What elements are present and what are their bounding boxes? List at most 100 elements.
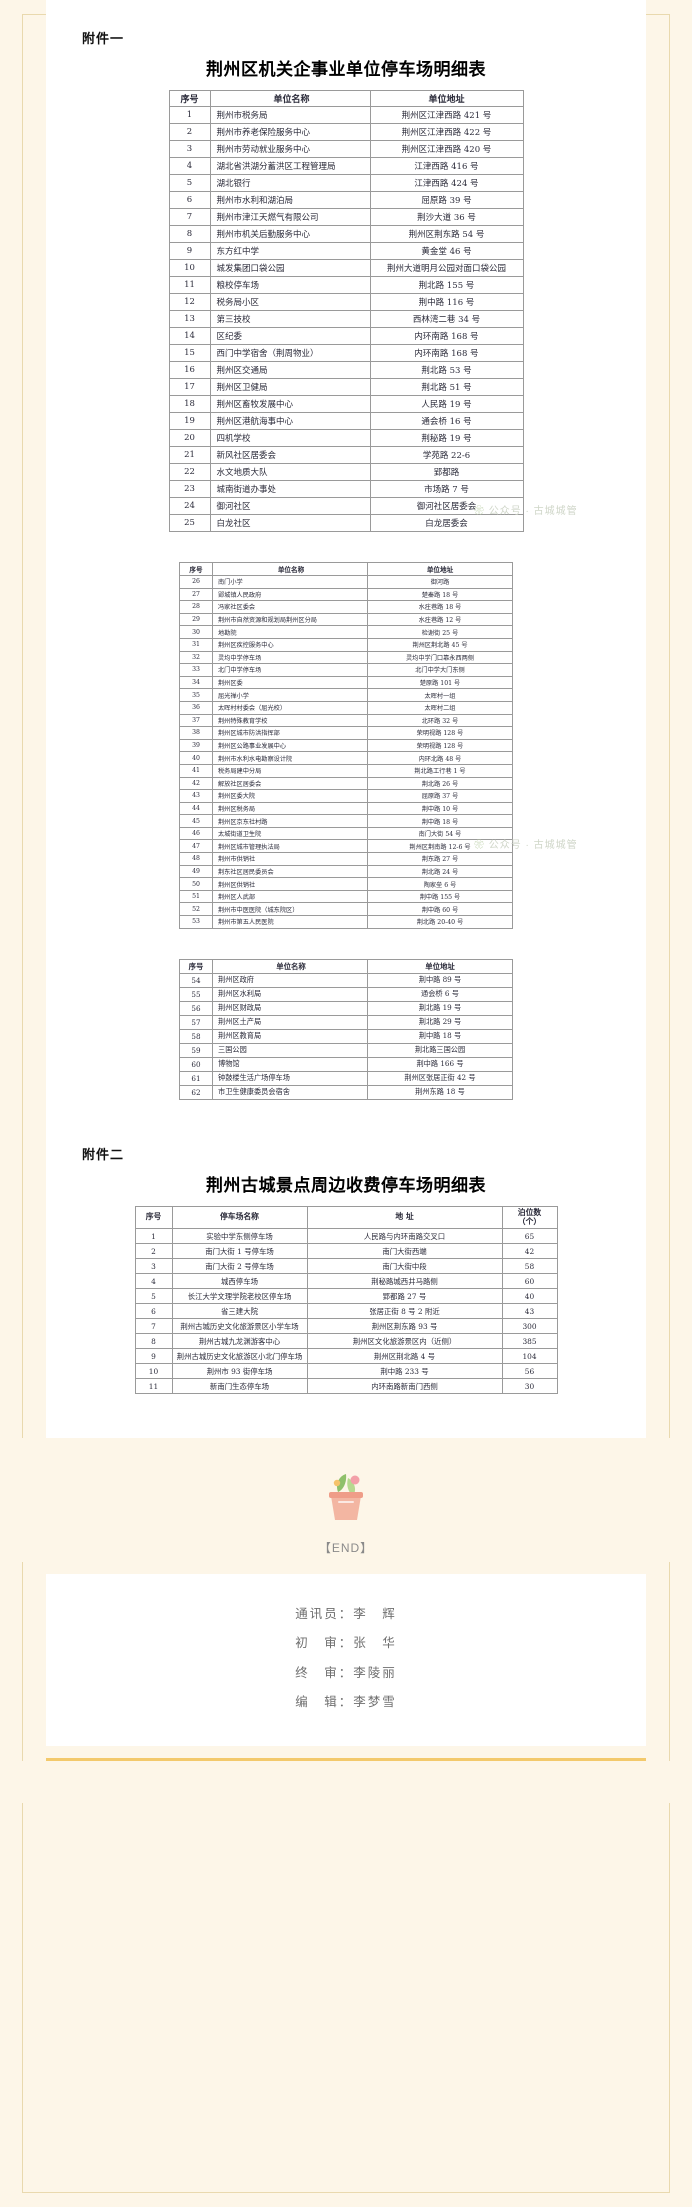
cell-no: 6 bbox=[168, 191, 211, 209]
cell-unit-address: 黄金堂 46 号 bbox=[369, 242, 524, 260]
cell-unit-address: 荆州区江津西路 420 号 bbox=[369, 140, 524, 158]
cell-no: 50 bbox=[179, 877, 213, 891]
cell-lot-name: 省三建大院 bbox=[171, 1303, 308, 1320]
cell-unit-address: 屈原路 39 号 bbox=[369, 191, 524, 209]
cell-no: 53 bbox=[179, 915, 213, 929]
cell-unit-address: 北门中学大门东侧 bbox=[367, 663, 513, 677]
cell-address: 南门大街中段 bbox=[306, 1258, 503, 1275]
cell-unit-name: 城南街道办事处 bbox=[209, 480, 371, 498]
col-header-unit-name: 单位名称 bbox=[212, 958, 368, 974]
cell-unit-address: 荆州区张居正街 42 号 bbox=[367, 1070, 513, 1086]
cell-unit-address: 荆北路 53 号 bbox=[369, 361, 524, 379]
cell-lot-name: 实验中学东侧停车场 bbox=[171, 1228, 308, 1245]
cell-unit-name: 荆州市供销社 bbox=[212, 852, 368, 866]
cell-no: 17 bbox=[168, 378, 211, 396]
cell-no: 2 bbox=[168, 123, 211, 141]
cell-lot-name: 荆州古城历史文化旅游景区小学车场 bbox=[171, 1318, 308, 1335]
table-header-row: 序号 停车场名称 地 址 泊位数 （个） bbox=[134, 1205, 558, 1230]
cell-address: 荆中路 233 号 bbox=[306, 1363, 503, 1380]
cell-space-count: 60 bbox=[501, 1273, 558, 1290]
bottom-accent-rule bbox=[46, 1757, 646, 1761]
cell-no: 31 bbox=[179, 637, 213, 652]
cell-no: 5 bbox=[168, 174, 211, 192]
col-header-space-count: 泊位数 （个） bbox=[501, 1205, 558, 1230]
cell-unit-address: 荆中路 166 号 bbox=[367, 1056, 513, 1072]
table-row: 34 荆州区委 楚原路 101 号 bbox=[179, 675, 513, 690]
attachment-two-label: 附件二 bbox=[82, 1147, 125, 1163]
cell-unit-name: 荆州市自然资源和规划局荆州区分局 bbox=[212, 612, 368, 627]
cell-unit-name: 解放社区居委会 bbox=[212, 776, 368, 791]
table-row: 1 实验中学东侧停车场 人民路与内环南路交叉口 65 bbox=[134, 1228, 558, 1245]
table-row: 52 荆州市中医医院（城东院区） 荆中路 60 号 bbox=[179, 902, 513, 917]
cell-unit-address: 楚秦路 18 号 bbox=[367, 587, 513, 602]
table-row: 47 荆州区城市管理执法局 荆州区荆南路 12-6 号 bbox=[179, 839, 513, 854]
cell-unit-address: 灵均中学门口靠永西两侧 bbox=[367, 650, 513, 665]
cell-no: 48 bbox=[179, 852, 213, 866]
cell-no: 59 bbox=[179, 1042, 213, 1058]
cell-unit-name: 北门中学停车场 bbox=[212, 663, 368, 677]
cell-no: 62 bbox=[179, 1084, 213, 1100]
col-header-no: 序号 bbox=[134, 1205, 173, 1230]
cell-no: 3 bbox=[168, 140, 211, 158]
cell-no: 47 bbox=[179, 839, 213, 854]
cell-unit-address: 荆沙大道 36 号 bbox=[369, 208, 524, 226]
cell-no: 43 bbox=[179, 789, 213, 803]
table-row: 21 新风社区居委会 学苑路 22-6 bbox=[168, 446, 524, 464]
cell-no: 10 bbox=[168, 259, 211, 277]
cell-no: 10 bbox=[134, 1363, 173, 1380]
table-row: 56 荆州区财政局 荆北路 19 号 bbox=[179, 1000, 513, 1016]
credit-line-editor: 编 辑：李梦雪 bbox=[295, 1695, 397, 1710]
cell-unit-address: 荣明视路 128 号 bbox=[367, 738, 513, 753]
table-row: 1 荆州市税务局 荆州区江津西路 421 号 bbox=[168, 106, 524, 124]
attachment-one-sheet: 附件一 荆州区机关企事业单位停车场明细表 序号 单位名称 单位地址 1 荆州市税务… bbox=[46, 0, 646, 1439]
cell-unit-address: 荆中路 18 号 bbox=[367, 1028, 513, 1044]
cell-no: 39 bbox=[179, 738, 213, 753]
cell-unit-address: 荆州东路 18 号 bbox=[367, 1084, 513, 1100]
cell-no: 51 bbox=[179, 889, 213, 904]
cell-unit-name: 荆州市第五人民医院 bbox=[212, 915, 368, 929]
cell-unit-name: 荆州区畜牧发展中心 bbox=[209, 395, 371, 413]
cell-no: 61 bbox=[179, 1070, 213, 1086]
attachment-two-title: 荆州古城景点周边收费停车场明细表 bbox=[206, 1175, 486, 1196]
cell-unit-address: 南门大街 54 号 bbox=[367, 826, 513, 841]
cell-unit-name: 荆州市税务局 bbox=[209, 106, 371, 124]
attachment-one-label: 附件一 bbox=[82, 32, 125, 47]
table-row: 24 御河社区 御河社区居委会 bbox=[168, 497, 524, 515]
table-row: 38 荆州区城市防洪指挥部 荣明视路 128 号 bbox=[179, 726, 513, 740]
cell-unit-address: 荆东路 27 号 bbox=[367, 852, 513, 866]
cell-no: 4 bbox=[134, 1273, 173, 1290]
table-row: 23 城南街道办事处 市场路 7 号 bbox=[168, 480, 524, 498]
cell-unit-name: 荆东社区居民委员会 bbox=[212, 864, 368, 879]
cell-unit-name: 荆州区水利局 bbox=[212, 986, 368, 1002]
cell-no: 56 bbox=[179, 1000, 213, 1016]
cell-unit-address: 荆州区荆南路 12-6 号 bbox=[367, 839, 513, 854]
cell-unit-name: 荆州区供销社 bbox=[212, 877, 368, 891]
cell-no: 41 bbox=[179, 763, 213, 778]
table-row: 9 东方红中学 黄金堂 46 号 bbox=[168, 242, 524, 260]
cell-unit-address: 太晖村一组 bbox=[367, 688, 513, 702]
cell-unit-address: 荆中路 89 号 bbox=[367, 972, 513, 988]
space-count-line2: （个） bbox=[517, 1217, 542, 1227]
cell-unit-name: 荆州市机关后勤服务中心 bbox=[209, 225, 371, 243]
cell-unit-address: 白龙居委会 bbox=[369, 514, 524, 532]
cell-no: 33 bbox=[179, 663, 213, 677]
cell-no: 9 bbox=[134, 1348, 173, 1365]
cell-unit-name: 荆州市养老保险服务中心 bbox=[209, 123, 371, 141]
cell-no: 28 bbox=[179, 600, 213, 614]
table-row: 20 四机学校 荆秘路 19 号 bbox=[168, 429, 524, 447]
cell-space-count: 43 bbox=[501, 1303, 558, 1320]
cell-no: 2 bbox=[134, 1243, 173, 1260]
cell-no: 26 bbox=[179, 575, 213, 589]
cell-unit-name: 郢城镇人民政府 bbox=[212, 587, 368, 602]
table-row: 8 荆州古城九龙渊游客中心 荆州区文化旅游景区内（近侧） 385 bbox=[134, 1333, 558, 1350]
cell-unit-address: 江津西路 416 号 bbox=[369, 157, 524, 175]
cell-unit-name: 屈光禅小学 bbox=[212, 688, 368, 702]
cell-unit-address: 内环南路 168 号 bbox=[369, 344, 524, 362]
cell-no: 40 bbox=[179, 751, 213, 765]
attachment-one-title: 荆州区机关企事业单位停车场明细表 bbox=[206, 60, 486, 80]
col-header-no: 序号 bbox=[168, 90, 211, 107]
table-row: 14 区纪委 内环南路 168 号 bbox=[168, 327, 524, 345]
cell-unit-address: 检谢街 25 号 bbox=[367, 625, 513, 639]
table-row: 29 荆州市自然资源和规划局荆州区分局 水㽵巷路 12 号 bbox=[179, 612, 513, 627]
